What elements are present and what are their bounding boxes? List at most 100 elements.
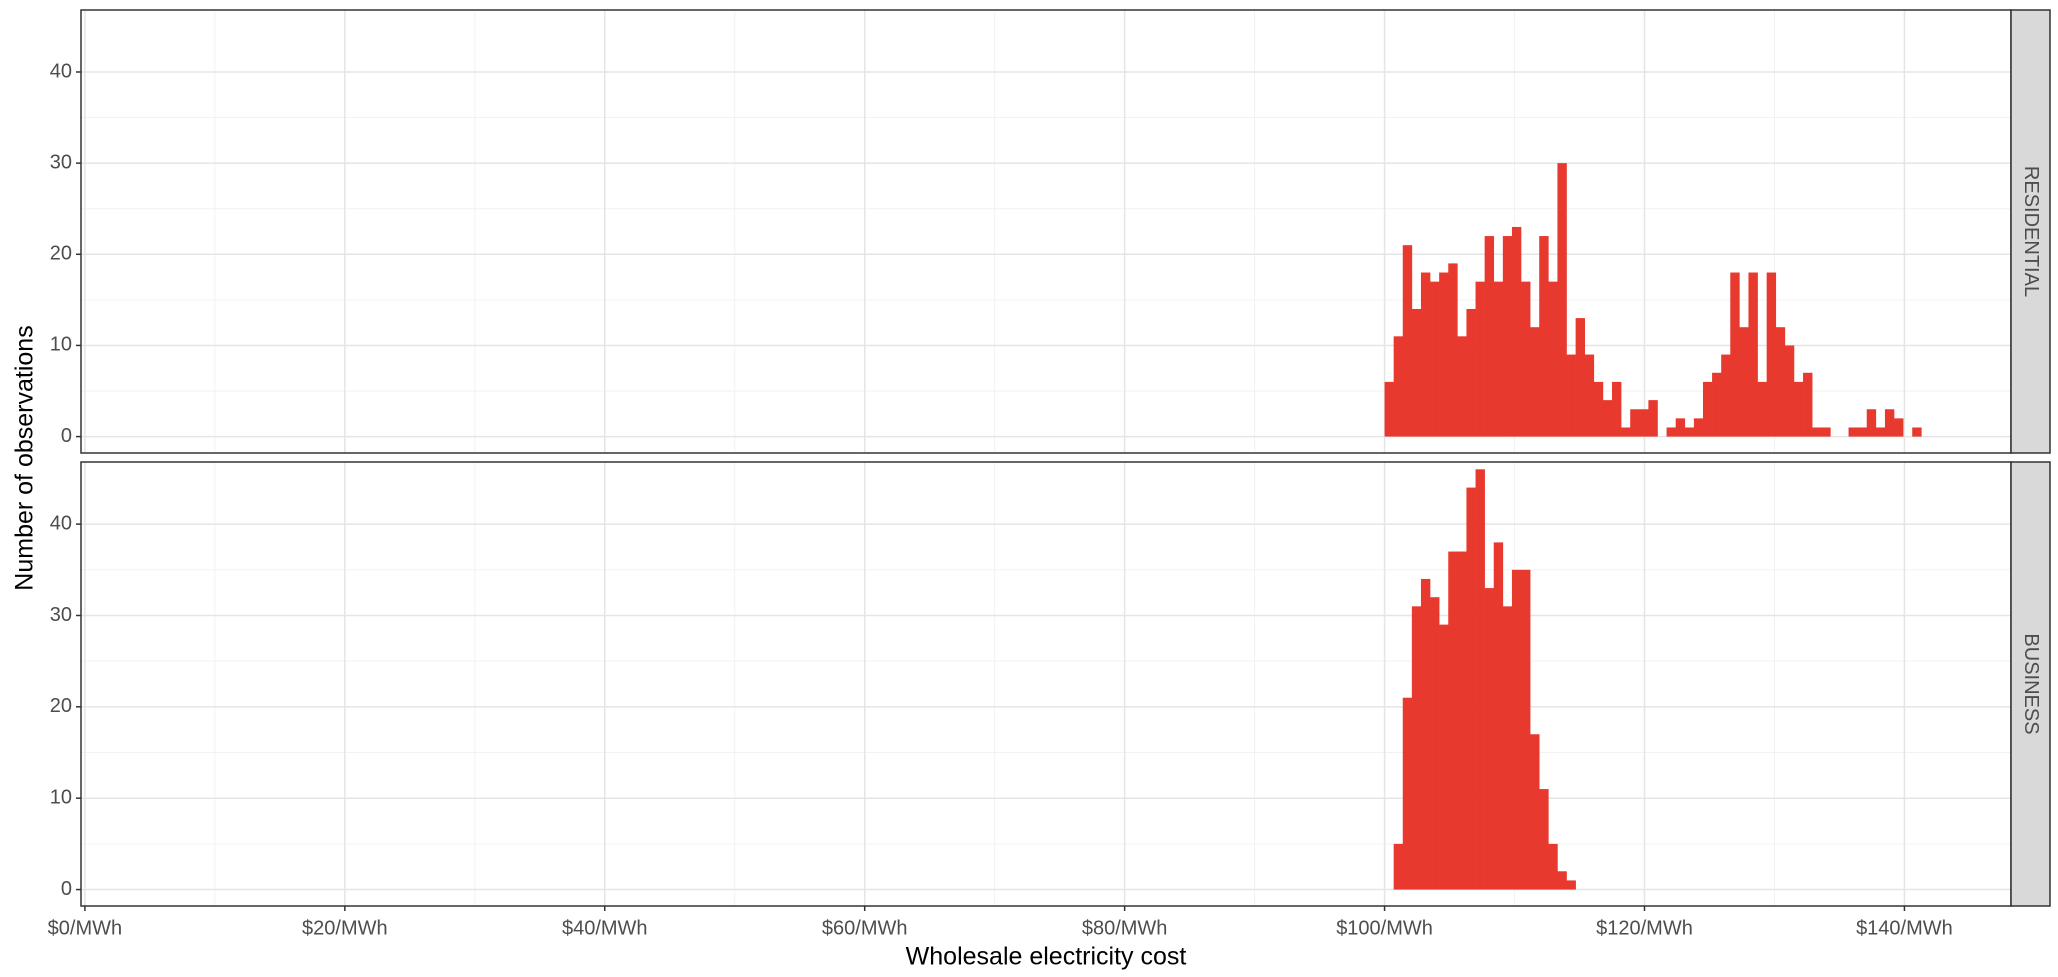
bar — [1866, 409, 1877, 437]
bar — [1457, 551, 1467, 890]
y-axis-label: Number of observations — [11, 325, 39, 590]
bar — [1502, 606, 1513, 890]
bar — [1812, 427, 1822, 437]
bar — [1775, 327, 1786, 437]
y-tick-label: 40 — [50, 512, 72, 534]
bar — [1384, 381, 1394, 437]
bar — [1566, 880, 1576, 890]
y-tick-label: 20 — [50, 243, 72, 265]
bar — [1411, 308, 1422, 437]
bar — [1821, 427, 1831, 437]
bar — [1593, 381, 1604, 437]
bar — [1648, 400, 1658, 437]
bar — [1430, 281, 1440, 437]
bar — [1584, 354, 1595, 437]
y-tick-label: 40 — [50, 60, 72, 82]
bar — [1857, 427, 1868, 437]
bar — [1502, 236, 1513, 437]
y-tick-label: 0 — [61, 878, 72, 900]
y-tick-label: 30 — [50, 604, 72, 626]
bar — [1493, 542, 1504, 890]
bar — [1621, 427, 1631, 437]
bar — [1875, 427, 1886, 437]
x-tick-label: $140/MWh — [1856, 917, 1953, 939]
bar — [1566, 354, 1576, 437]
bar — [1848, 427, 1858, 437]
bar — [1466, 487, 1476, 890]
bar — [1884, 409, 1895, 437]
bar — [1420, 578, 1431, 890]
bar — [1511, 226, 1522, 437]
x-tick-label: $80/MWh — [1082, 917, 1168, 939]
bar — [1630, 409, 1640, 437]
bar — [1521, 281, 1531, 437]
bar — [1484, 236, 1495, 437]
bar — [1612, 381, 1622, 437]
bar — [1539, 236, 1549, 437]
bar — [1457, 336, 1467, 437]
y-tick-label: 30 — [50, 151, 72, 173]
bar — [1548, 281, 1558, 437]
bar — [1702, 381, 1713, 437]
bar — [1420, 272, 1431, 437]
bar — [1402, 245, 1413, 437]
bar — [1557, 163, 1567, 437]
bar — [1693, 418, 1704, 437]
bar — [1402, 697, 1413, 890]
bar — [1912, 427, 1922, 437]
bar — [1639, 409, 1649, 437]
bar — [1784, 345, 1795, 437]
x-tick-label: $120/MWh — [1596, 917, 1693, 939]
x-axis-label: Wholesale electricity cost — [906, 943, 1187, 971]
bar — [1475, 281, 1485, 437]
bar — [1411, 606, 1422, 890]
bar — [1721, 354, 1731, 437]
bar — [1575, 318, 1586, 437]
panel-background — [81, 462, 2011, 906]
bar — [1675, 418, 1686, 437]
bar — [1539, 789, 1549, 890]
y-tick-label: 10 — [50, 334, 72, 356]
bar — [1530, 734, 1540, 890]
facet-strip — [2010, 461, 2051, 907]
bar — [1684, 427, 1695, 437]
bar — [1739, 327, 1749, 437]
bar — [1548, 843, 1558, 890]
panel-background — [81, 10, 2011, 453]
bar — [1793, 381, 1804, 437]
facet-label: BUSINESS — [2020, 633, 2042, 734]
bar — [1448, 551, 1458, 890]
x-tick-label: $40/MWh — [562, 917, 648, 939]
bar — [1466, 308, 1476, 437]
bar — [1393, 336, 1404, 437]
x-tick-label: $0/MWh — [48, 917, 122, 939]
bar — [1712, 372, 1722, 437]
y-tick-label: 0 — [61, 425, 72, 447]
bar — [1730, 272, 1740, 437]
bar — [1748, 272, 1758, 437]
x-tick-label: $20/MWh — [302, 917, 388, 939]
bar — [1803, 372, 1813, 437]
bar — [1393, 843, 1404, 890]
bar — [1521, 569, 1531, 890]
x-tick-label: $60/MWh — [822, 917, 908, 939]
bar — [1430, 597, 1440, 890]
bar — [1557, 871, 1567, 890]
y-tick-label: 20 — [50, 695, 72, 717]
facet-strip — [2010, 9, 2051, 454]
facet-label: RESIDENTIAL — [2020, 166, 2042, 297]
bar — [1602, 400, 1613, 437]
y-tick-label: 10 — [50, 786, 72, 808]
bar — [1475, 469, 1485, 890]
bar — [1484, 588, 1495, 890]
bar — [1530, 327, 1540, 437]
x-tick-label: $100/MWh — [1336, 917, 1433, 939]
bar — [1666, 427, 1676, 437]
bar — [1439, 272, 1449, 437]
bar — [1448, 263, 1458, 437]
bar — [1493, 281, 1504, 437]
bar — [1439, 624, 1449, 890]
bar — [1894, 418, 1904, 437]
